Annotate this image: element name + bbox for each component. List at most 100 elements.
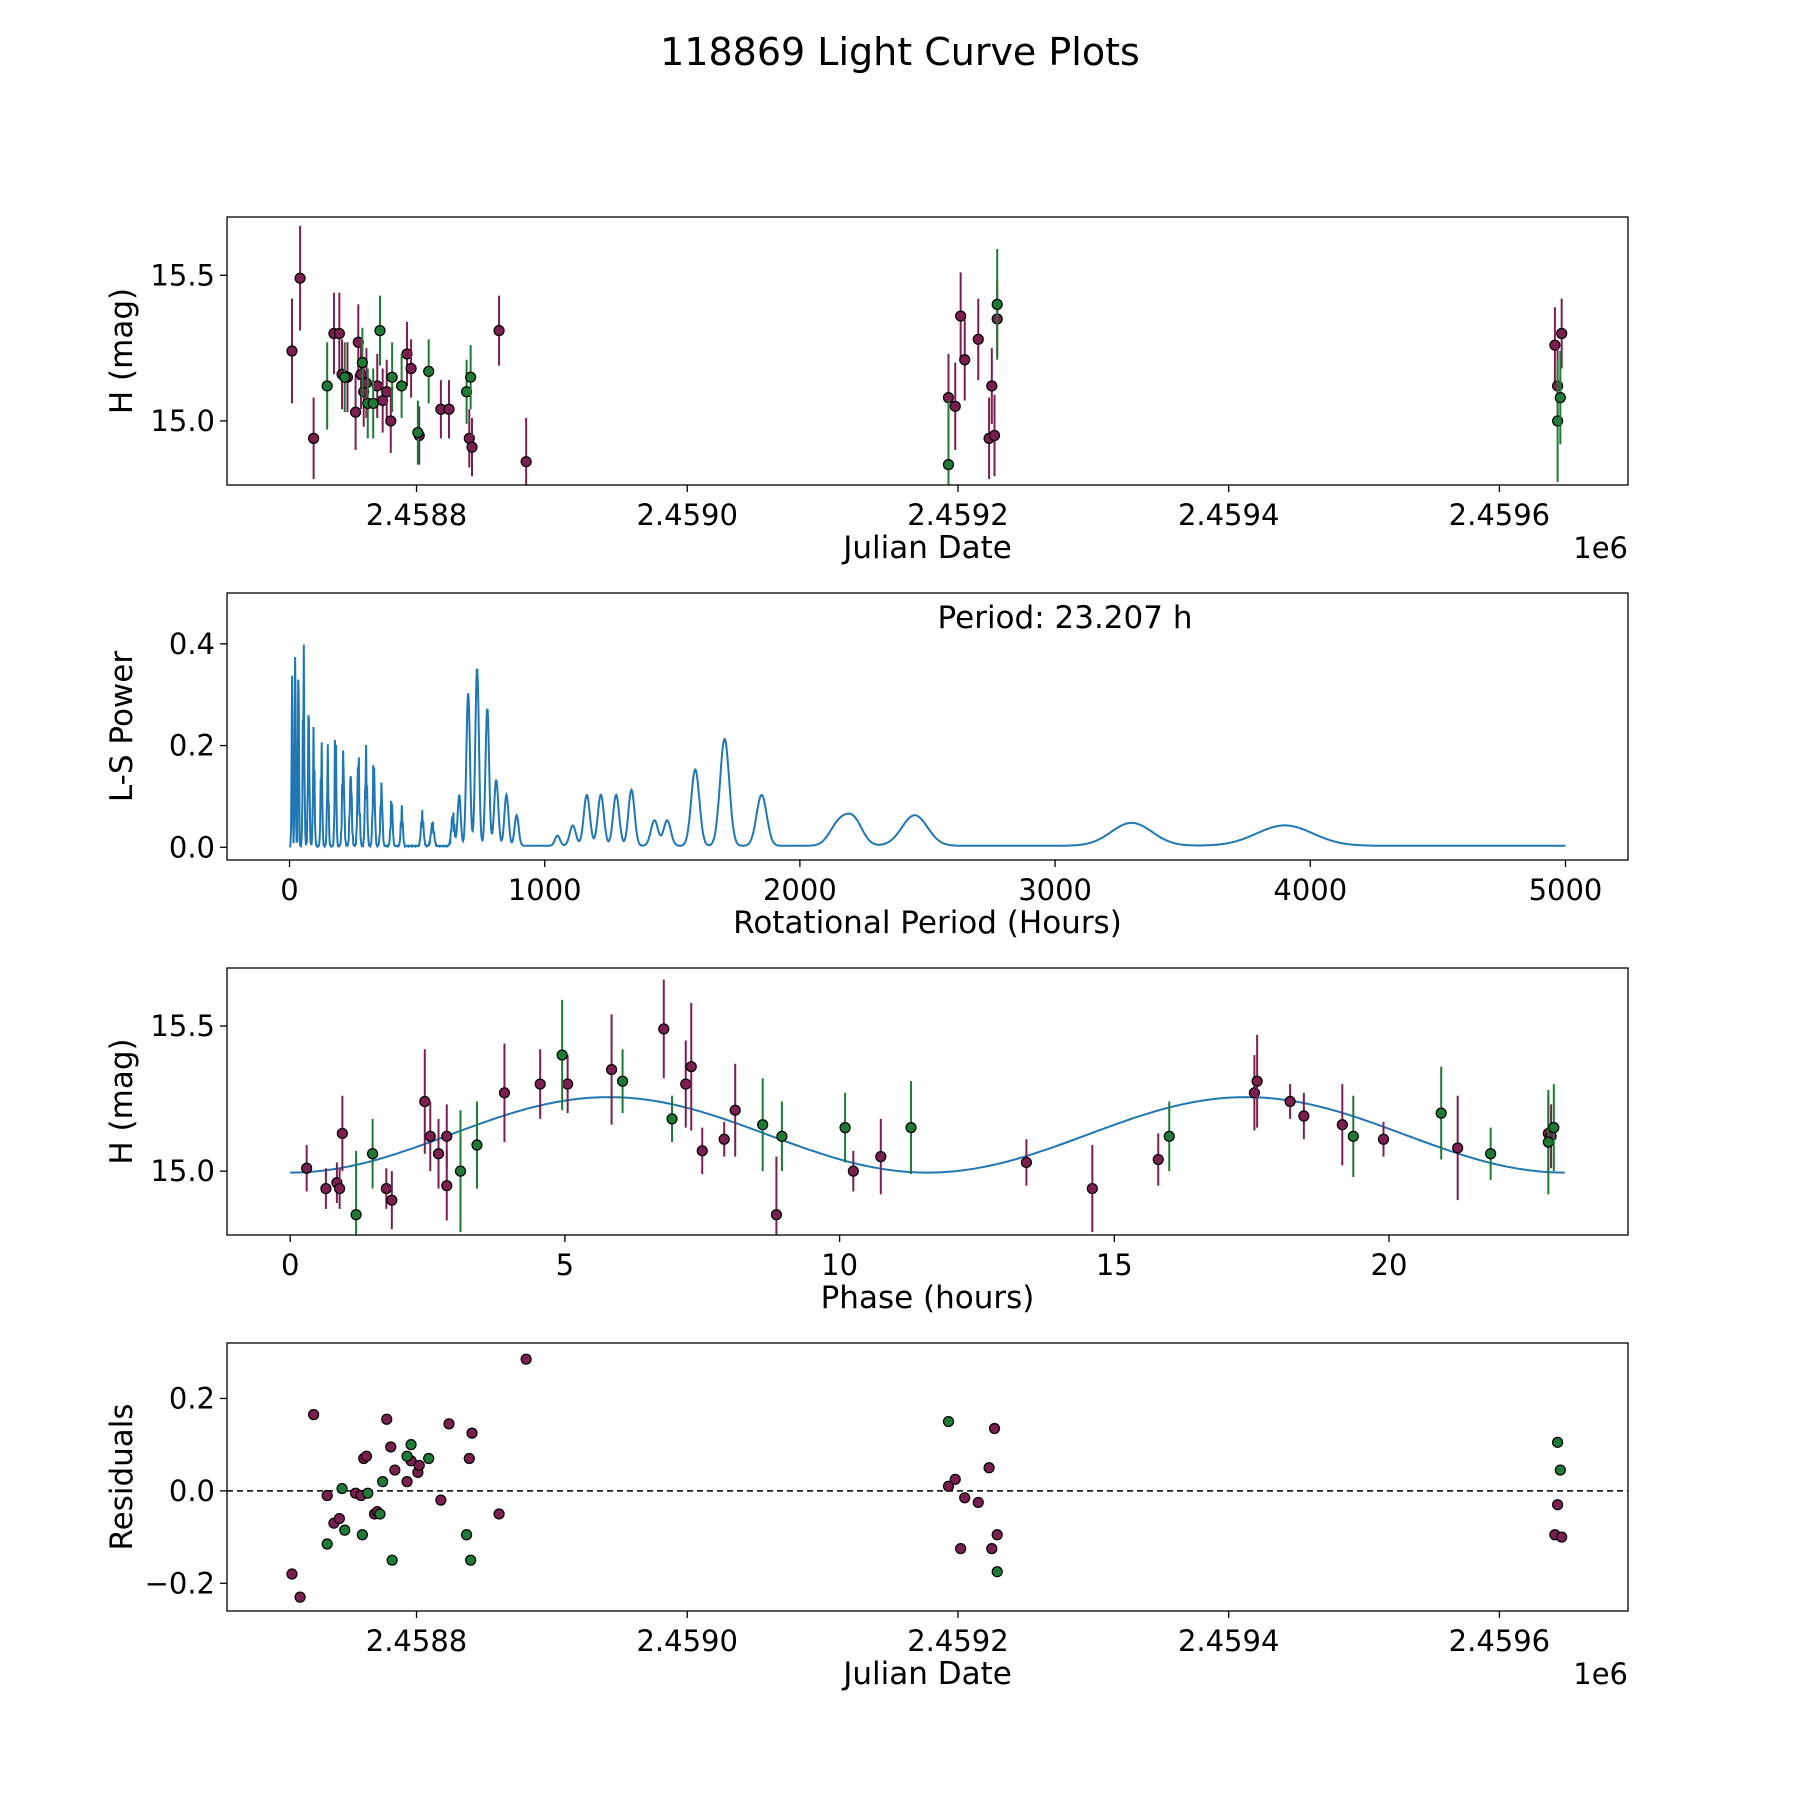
data-point	[320, 1182, 332, 1195]
x-tick-label: 2.4588	[366, 1624, 467, 1658]
data-point	[356, 357, 368, 369]
x-tick-label: 3000	[1018, 873, 1092, 907]
data-point	[308, 1409, 320, 1421]
data-point	[321, 1489, 333, 1502]
data-point	[991, 298, 1003, 310]
series-green	[321, 1415, 1566, 1578]
periodogram-line	[288, 644, 1566, 849]
data-point	[1548, 1122, 1560, 1134]
axes-frame	[226, 967, 1629, 1236]
data-point	[959, 1492, 971, 1504]
data-point	[942, 459, 955, 471]
x-tick-label: 2.4590	[636, 498, 737, 532]
data-point	[381, 1413, 393, 1425]
data-point	[658, 1023, 670, 1035]
data-point	[321, 380, 333, 392]
data-point	[385, 1441, 397, 1453]
data-point	[718, 1133, 730, 1145]
y-tick-label: 15.5	[150, 1009, 215, 1043]
series-purple	[301, 979, 1557, 1235]
data-point	[562, 1078, 574, 1090]
x-tick-label: 0	[280, 873, 298, 907]
data-point	[988, 1422, 1001, 1435]
y-tick-label: 15.0	[150, 404, 215, 438]
data-point	[423, 365, 435, 377]
x-tick-label: 10	[821, 1248, 858, 1282]
data-point	[336, 1482, 348, 1495]
data-point	[389, 1464, 401, 1476]
x-tick-label: 5000	[1529, 873, 1603, 907]
axes-frame	[226, 1342, 1629, 1612]
y-tick-label: 0.0	[169, 830, 215, 864]
data-point	[432, 1148, 445, 1160]
data-point	[757, 1119, 769, 1131]
data-point	[988, 429, 1001, 442]
data-point	[294, 272, 306, 284]
x-tick-label: 2.4590	[636, 1624, 737, 1658]
data-point	[972, 1496, 984, 1509]
data-point	[685, 1061, 697, 1073]
x-offset-label: 1e6	[1573, 1657, 1628, 1691]
subplot-residuals: 2.4588 2.4590 2.4592 2.4594 2.4596 −0.2 0.0 0.2…	[104, 1342, 1629, 1692]
data-point	[374, 325, 386, 337]
data-point	[412, 426, 424, 439]
data-point	[471, 1139, 483, 1151]
data-point	[374, 1508, 386, 1520]
data-point	[401, 1450, 413, 1462]
x-tick-label: 1000	[508, 873, 582, 907]
x-tick-label: 4000	[1273, 873, 1347, 907]
data-point	[1163, 1130, 1175, 1142]
data-point	[419, 1095, 431, 1108]
data-point	[443, 403, 455, 415]
data-point	[666, 1113, 678, 1125]
data-point	[405, 362, 417, 375]
data-point	[386, 1194, 398, 1206]
axes-frame	[226, 592, 1629, 861]
data-point	[776, 1130, 788, 1142]
data-point	[905, 1122, 917, 1134]
data-point	[534, 1078, 546, 1090]
data-point	[942, 1480, 955, 1492]
data-point	[386, 1554, 398, 1566]
data-point	[986, 1543, 998, 1555]
data-point	[1284, 1095, 1296, 1108]
data-point	[441, 1130, 453, 1142]
x-tick-label: 2000	[763, 873, 837, 907]
axes-frame	[226, 216, 1629, 486]
data-point	[493, 1508, 505, 1520]
data-point	[1552, 1499, 1564, 1511]
data-point	[308, 432, 320, 444]
period-annotation: Period: 23.207 h	[938, 600, 1193, 636]
y-tick-label: 0.2	[169, 729, 215, 763]
data-point	[301, 1162, 313, 1174]
data-point	[680, 1078, 692, 1090]
x-tick-label: 0	[281, 1248, 299, 1282]
x-tick-label: 2.4588	[366, 498, 467, 532]
y-tick-label: 0.4	[169, 627, 215, 661]
data-point	[991, 1529, 1003, 1541]
data-point	[454, 1165, 467, 1177]
y-tick-label: 0.2	[169, 1381, 215, 1415]
data-point	[955, 1543, 967, 1555]
data-point	[839, 1122, 851, 1134]
data-point	[356, 1529, 368, 1541]
x-tick-label: 2.4592	[907, 1624, 1008, 1658]
data-point	[413, 1459, 425, 1472]
plot-area-lightcurve	[286, 225, 1568, 485]
data-point	[286, 345, 298, 357]
data-point	[955, 310, 967, 322]
data-point	[443, 1418, 455, 1430]
data-point	[1347, 1130, 1359, 1142]
data-point	[972, 333, 984, 345]
data-point	[350, 1209, 362, 1221]
data-point	[1020, 1156, 1032, 1169]
data-point	[1298, 1110, 1310, 1122]
data-point	[696, 1145, 708, 1157]
x-tick-label: 20	[1371, 1248, 1408, 1282]
data-point	[405, 1439, 417, 1451]
data-point	[1435, 1107, 1447, 1119]
data-point	[556, 1049, 568, 1061]
data-point	[339, 371, 351, 383]
x-axis-label: Phase (hours)	[821, 1280, 1035, 1316]
